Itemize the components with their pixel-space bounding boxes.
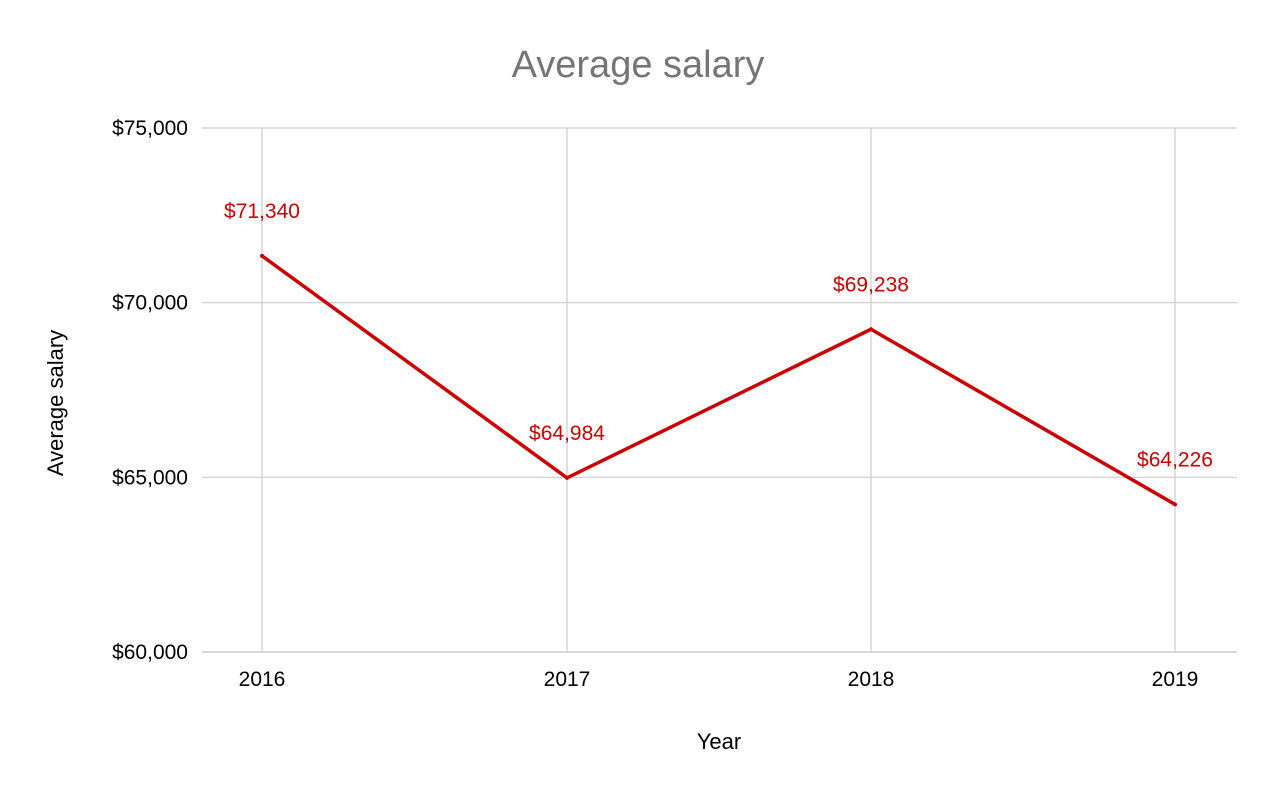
- data-label: $64,984: [529, 422, 605, 445]
- data-labels: $71,340 $64,984 $69,238 $64,226: [224, 200, 1213, 472]
- y-axis-ticks: $60,000 $65,000 $70,000 $75,000: [112, 117, 188, 664]
- data-point: [1173, 502, 1177, 507]
- x-tick-label: 2018: [848, 668, 895, 691]
- chart-title: Average salary: [512, 44, 765, 86]
- data-label: $69,238: [833, 273, 909, 296]
- y-tick-label: $70,000: [112, 292, 188, 315]
- series-line: [260, 254, 1176, 506]
- gridlines: [202, 127, 1237, 653]
- y-tick-label: $60,000: [112, 641, 188, 664]
- data-label: $64,226: [1137, 448, 1213, 471]
- x-tick-label: 2017: [544, 668, 591, 691]
- data-point: [260, 253, 264, 258]
- x-axis-title: Year: [697, 729, 741, 754]
- y-axis-title: Average salary: [43, 330, 68, 476]
- plot-area: [260, 253, 1177, 507]
- x-axis-ticks: 2016 2017 2018 2019: [239, 668, 1199, 691]
- x-tick-label: 2016: [239, 668, 286, 691]
- y-tick-label: $75,000: [112, 117, 188, 140]
- data-label: $71,340: [224, 200, 300, 223]
- data-point: [869, 327, 873, 332]
- x-tick-label: 2019: [1152, 668, 1199, 691]
- data-point: [565, 475, 569, 480]
- y-tick-label: $65,000: [112, 466, 188, 489]
